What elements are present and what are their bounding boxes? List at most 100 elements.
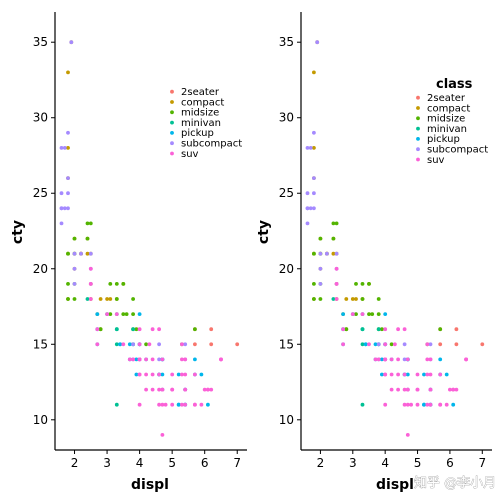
x-tick-label: 5 xyxy=(414,456,422,470)
point-minivan xyxy=(331,297,336,301)
point-suv xyxy=(334,282,339,286)
point-midsize xyxy=(367,282,371,286)
x-tick-label: 7 xyxy=(478,456,486,470)
point-pickup xyxy=(380,357,384,362)
point-2seater xyxy=(209,342,214,347)
point-subcompact xyxy=(66,130,70,135)
point-suv xyxy=(137,342,142,347)
point-pickup xyxy=(118,342,122,347)
legend-label-pickup: pickup xyxy=(427,134,460,145)
point-minivan xyxy=(360,327,365,332)
point-minivan xyxy=(360,402,365,407)
point-subcompact xyxy=(131,342,136,347)
ylabel-right: cty xyxy=(256,220,272,244)
legend-label-pickup: pickup xyxy=(181,128,214,139)
point-subcompact xyxy=(308,146,313,150)
y-tick-label: 10 xyxy=(33,413,48,427)
y-tick-label: 30 xyxy=(279,111,294,125)
point-midsize xyxy=(376,297,381,301)
x-tick-label: 6 xyxy=(201,456,209,470)
point-suv xyxy=(180,342,184,347)
legend-key-suv xyxy=(416,157,420,162)
point-suv xyxy=(157,387,162,392)
x-tick-label: 7 xyxy=(233,456,241,470)
point-suv xyxy=(334,297,339,301)
point-midsize xyxy=(370,312,375,316)
y-tick-label: 10 xyxy=(279,413,294,427)
point-pickup xyxy=(444,372,449,377)
point-subcompact xyxy=(305,221,310,226)
legend-label-2seater: 2seater xyxy=(181,87,220,98)
point-suv xyxy=(137,357,142,362)
point-suv xyxy=(180,372,184,377)
point-suv xyxy=(170,402,175,407)
point-suv xyxy=(451,387,456,392)
legend-label-suv: suv xyxy=(427,155,445,166)
point-pickup xyxy=(199,372,204,377)
x-tick-label: 4 xyxy=(136,456,144,470)
point-midsize xyxy=(334,221,339,226)
point-suv xyxy=(405,402,410,407)
point-midsize xyxy=(85,221,90,226)
point-2seater xyxy=(454,327,459,332)
point-compact xyxy=(344,297,349,301)
point-suv xyxy=(144,387,149,392)
legend-label-suv: suv xyxy=(181,149,199,160)
point-suv xyxy=(428,402,433,407)
point-suv xyxy=(127,357,132,362)
point-suv xyxy=(389,387,394,392)
point-midsize xyxy=(144,342,149,347)
point-midsize xyxy=(114,297,119,301)
point-suv xyxy=(444,402,449,407)
point-suv xyxy=(105,312,109,316)
point-pickup xyxy=(405,372,410,377)
panel-right: cty displ class 10 15 20 25 30 35 2 3 4 5 6 7 2seat… xyxy=(256,12,492,493)
point-suv xyxy=(219,357,223,362)
point-suv xyxy=(415,372,420,377)
point-midsize xyxy=(98,327,103,332)
point-suv xyxy=(183,402,188,407)
point-midsize xyxy=(354,312,358,316)
point-midsize xyxy=(312,251,316,256)
point-midsize xyxy=(318,236,323,241)
point-suv xyxy=(402,402,407,407)
point-midsize xyxy=(331,236,336,241)
point-subcompact xyxy=(88,251,93,256)
point-suv xyxy=(206,387,210,392)
point-suv xyxy=(383,372,388,377)
point-suv xyxy=(438,372,443,377)
legend-key-subcompact xyxy=(170,141,174,146)
point-minivan xyxy=(114,402,119,407)
point-suv xyxy=(137,402,142,407)
point-suv xyxy=(144,372,149,377)
point-pickup xyxy=(95,312,100,316)
point-suv xyxy=(150,372,155,377)
point-suv xyxy=(383,357,388,362)
legend-label-minivan: minivan xyxy=(181,118,221,129)
point-suv xyxy=(160,387,165,392)
legend-left: 2seatercompactmidsizeminivanpickupsubcom… xyxy=(170,87,242,160)
point-subcompact xyxy=(62,206,67,211)
point-midsize xyxy=(88,221,93,226)
x-tick-label: 6 xyxy=(446,456,454,470)
point-suv xyxy=(405,357,410,362)
y-tick-label: 15 xyxy=(279,337,294,351)
point-compact xyxy=(312,70,316,75)
point-midsize xyxy=(72,297,77,301)
panel-left: cty displ 10 15 20 25 30 35 2 3 4 5 6 7 2seatercomp… xyxy=(10,12,247,493)
xlabel-right: displ xyxy=(376,477,414,493)
point-suv xyxy=(428,387,433,392)
point-pickup xyxy=(134,372,139,377)
legend-key-compact xyxy=(416,106,420,110)
point-midsize xyxy=(66,297,70,301)
legend-key-2seater xyxy=(170,89,174,94)
legend-key-midsize xyxy=(170,110,174,115)
point-suv xyxy=(137,372,142,377)
point-subcompact xyxy=(183,342,188,347)
point-suv xyxy=(367,342,371,347)
point-subcompact xyxy=(312,206,316,211)
legend-label-minivan: minivan xyxy=(427,124,467,135)
point-pickup xyxy=(134,357,139,362)
point-2seater xyxy=(193,342,197,347)
point-pickup xyxy=(438,357,443,362)
